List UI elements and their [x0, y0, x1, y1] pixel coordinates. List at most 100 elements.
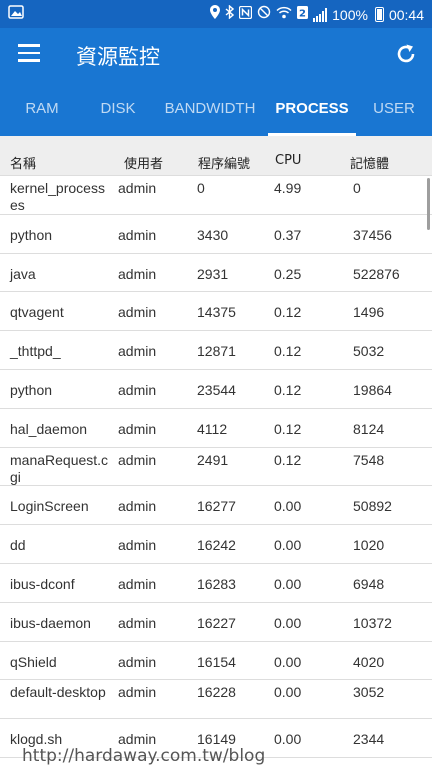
battery-icon — [374, 7, 384, 22]
process-user: admin — [118, 537, 157, 554]
scrollbar[interactable] — [427, 178, 430, 230]
process-cpu: 0.00 — [274, 684, 302, 701]
process-name: LoginScreen — [10, 498, 89, 515]
process-cpu: 4.99 — [274, 180, 302, 196]
process-pid: 16277 — [197, 498, 236, 515]
table-row[interactable]: dd admin 16242 0.00 1020 — [0, 525, 432, 564]
process-name: kernel_processes — [10, 180, 105, 213]
process-memory: 3052 — [353, 684, 385, 701]
process-memory: 1020 — [353, 537, 385, 554]
process-memory: 522876 — [353, 265, 400, 282]
table-row[interactable]: klogd.sh admin 16149 0.00 2344 — [0, 719, 432, 758]
status-icons: 2 100% 00:44 — [210, 4, 424, 24]
process-memory: 2344 — [353, 731, 385, 748]
process-pid: 16242 — [197, 537, 236, 554]
wifi-icon — [276, 6, 292, 24]
table-row[interactable]: ibus-dconf admin 16283 0.00 6948 — [0, 564, 432, 603]
process-name: default-desktop — [10, 684, 106, 701]
process-user: admin — [118, 265, 157, 282]
tab-user[interactable]: USER — [373, 100, 415, 117]
process-cpu: 0.00 — [274, 575, 302, 592]
process-user: admin — [118, 180, 157, 196]
table-row[interactable]: default-desktop admin 16228 0.00 3052 — [0, 680, 432, 720]
column-header-memory[interactable]: 記憶體 — [350, 157, 390, 172]
tab-bandwidth[interactable]: BANDWIDTH — [164, 100, 256, 117]
process-memory: 0 — [353, 180, 361, 196]
table-row[interactable]: qtvagent admin 14375 0.12 1496 — [0, 292, 432, 332]
process-memory: 5032 — [353, 343, 385, 360]
table-row[interactable]: ibus-daemon admin 16227 0.00 10372 — [0, 603, 432, 642]
column-header-pid[interactable]: 程序編號 — [198, 157, 251, 172]
process-cpu: 0.12 — [274, 343, 302, 360]
process-cpu: 0.12 — [274, 381, 302, 398]
menu-icon[interactable] — [18, 44, 40, 62]
process-user: admin — [118, 614, 157, 631]
table-row[interactable]: python admin 23544 0.12 19864 — [0, 370, 432, 409]
process-user: admin — [118, 381, 157, 398]
location-icon — [210, 5, 221, 24]
process-memory: 19864 — [353, 381, 392, 398]
process-name: qShield — [10, 653, 57, 670]
process-memory: 4020 — [353, 653, 385, 670]
tab-disk[interactable]: DISK — [100, 100, 136, 117]
process-user: admin — [118, 653, 157, 670]
process-name: _thttpd_ — [10, 343, 61, 360]
refresh-icon[interactable] — [394, 42, 418, 66]
process-user: admin — [118, 684, 157, 701]
table-row[interactable]: python admin 3430 0.37 37456 — [0, 215, 432, 254]
process-user: admin — [118, 498, 157, 515]
process-pid: 23544 — [197, 381, 236, 398]
process-memory: 37456 — [353, 226, 392, 243]
table-row[interactable]: kernel_processes admin 0 4.99 0 — [0, 176, 432, 215]
process-cpu: 0.37 — [274, 226, 302, 243]
app-bar: 資源監控 — [0, 28, 432, 82]
process-memory: 50892 — [353, 498, 392, 515]
process-name: ibus-dconf — [10, 575, 75, 592]
process-pid: 4112 — [197, 420, 228, 437]
process-user: admin — [118, 226, 157, 243]
image-icon — [8, 5, 24, 22]
process-cpu: 0.00 — [274, 537, 302, 554]
process-name: manaRequest.cgi — [10, 451, 109, 485]
process-name: python — [10, 381, 53, 398]
tab-process[interactable]: PROCESS — [268, 82, 356, 136]
process-user: admin — [118, 420, 157, 437]
table-row[interactable]: LoginScreen admin 16277 0.00 50892 — [0, 486, 432, 526]
table-row[interactable]: qShield admin 16154 0.00 4020 — [0, 642, 432, 681]
process-cpu: 0.25 — [274, 265, 302, 282]
process-user: admin — [118, 451, 157, 468]
process-pid: 0 — [197, 180, 205, 196]
process-cpu: 0.00 — [274, 731, 302, 748]
process-name: klogd.sh — [10, 731, 63, 748]
process-pid: 16283 — [197, 575, 236, 592]
process-pid: 16227 — [197, 614, 236, 631]
process-name: ibus-daemon — [10, 614, 91, 631]
process-name: dd — [10, 537, 26, 554]
signal-icon — [313, 7, 328, 22]
process-cpu: 0.12 — [274, 304, 302, 321]
column-header-name[interactable]: 名稱 — [10, 157, 37, 172]
nfc-icon — [238, 5, 253, 24]
process-cpu: 0.12 — [274, 451, 302, 468]
process-pid: 16149 — [197, 731, 236, 748]
column-header-user[interactable]: 使用者 — [124, 157, 164, 172]
battery-percent: 100% — [332, 6, 368, 23]
table-row[interactable]: manaRequest.cgi admin 2491 0.12 7548 — [0, 448, 432, 487]
tab-ram[interactable]: RAM — [25, 100, 59, 117]
process-pid: 16228 — [197, 684, 236, 701]
column-header-cpu[interactable]: CPU — [275, 153, 302, 168]
table-row[interactable]: hal_daemon admin 4112 0.12 8124 — [0, 409, 432, 448]
watermark: http://hardaway.com.tw/blog — [22, 746, 266, 766]
process-name: java — [10, 265, 36, 282]
process-cpu: 0.12 — [274, 420, 302, 437]
process-memory: 10372 — [353, 614, 392, 631]
process-name: hal_daemon — [10, 420, 88, 437]
process-pid: 3430 — [197, 226, 229, 243]
mute-icon — [257, 5, 271, 24]
table-row[interactable]: java admin 2931 0.25 522876 — [0, 254, 432, 293]
bluetooth-icon — [225, 4, 235, 24]
process-user: admin — [118, 343, 157, 360]
process-list: kernel_processes admin 0 4.99 0 python admin 3… — [0, 176, 432, 758]
svg-text:2: 2 — [299, 8, 306, 19]
table-row[interactable]: _thttpd_ admin 12871 0.12 5032 — [0, 331, 432, 370]
